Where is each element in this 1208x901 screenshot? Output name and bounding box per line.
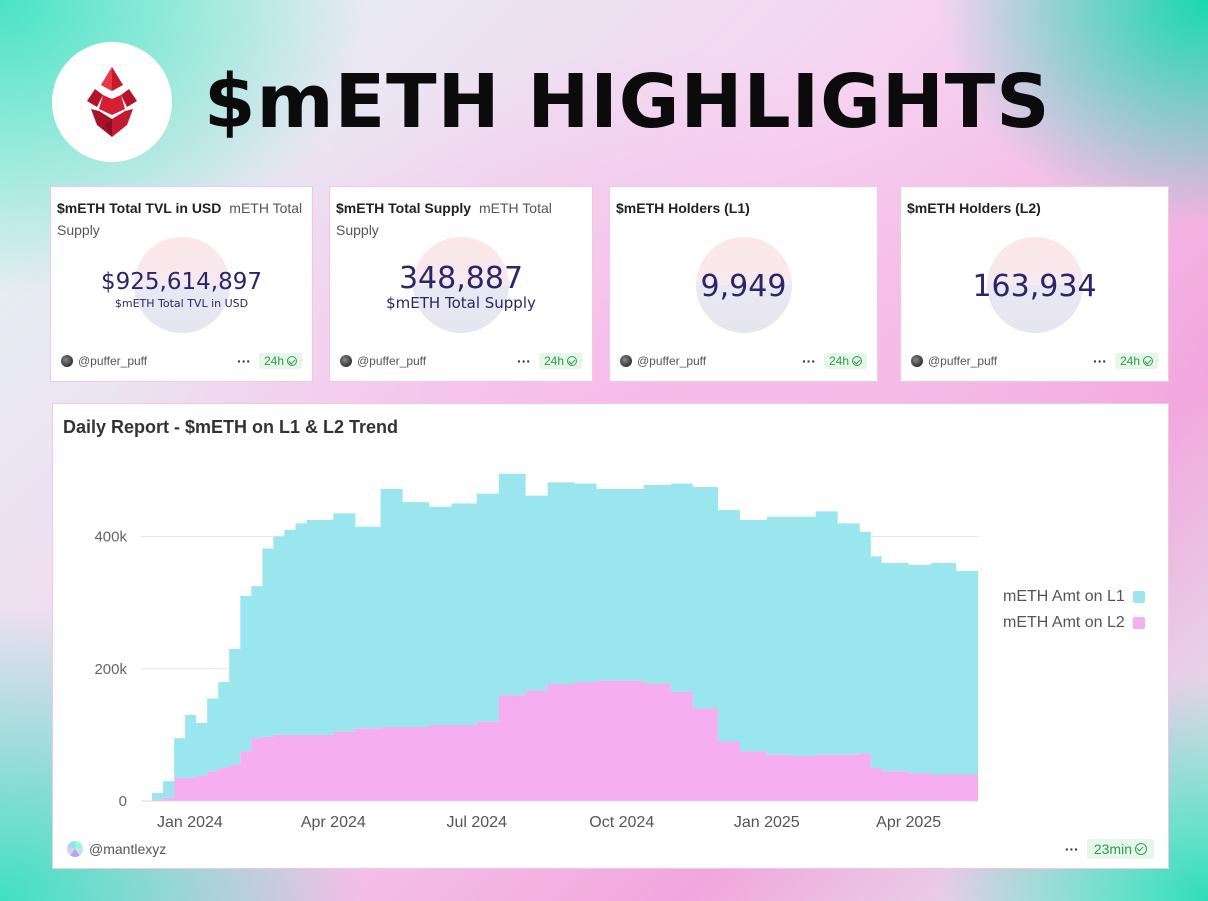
card-value: 9,949 xyxy=(700,269,787,304)
page-headline: $mETH HIGHLIGHTS xyxy=(204,59,1051,145)
card-disc xyxy=(133,237,230,333)
refresh-badge-label: 24h xyxy=(543,354,564,368)
refresh-badge: 24h xyxy=(258,353,302,369)
refresh-badge: 24h xyxy=(1114,353,1158,369)
stat-card-holders-l2: $mETH Holders (L2) 163,934 @puffer_puff … xyxy=(900,186,1169,382)
refresh-badge-label: 24h xyxy=(828,354,849,368)
refresh-badge: 24h xyxy=(538,353,582,369)
refresh-badge-label: 24h xyxy=(263,354,284,368)
x-tick-label: Apr 2025 xyxy=(876,814,941,831)
legend-item-l2[interactable]: mETH Amt on L2 xyxy=(1003,610,1145,636)
trend-chart-card: Daily Report - $mETH on L1 & L2 Trend 0 2… xyxy=(52,403,1169,869)
check-circle-icon xyxy=(287,356,297,366)
refresh-badge-label: 24h xyxy=(1119,354,1140,368)
chart-author[interactable]: @mantlexyz xyxy=(89,841,167,857)
more-options-icon[interactable]: ··· xyxy=(801,353,816,369)
legend-label-l1: mETH Amt on L1 xyxy=(1003,588,1125,605)
refresh-badge-label: 23min xyxy=(1093,841,1132,857)
y-tick-label: 0 xyxy=(119,793,127,810)
chart-title: Daily Report - $mETH on L1 & L2 Trend xyxy=(63,417,399,437)
card-title: $mETH Total TVL in USD mETH Total Supply xyxy=(57,197,306,241)
avatar xyxy=(911,355,923,367)
card-value: $925,614,897 xyxy=(101,269,262,295)
x-tick-label: Jul 2024 xyxy=(446,814,507,831)
chart-legend: mETH Amt on L1 mETH Amt on L2 xyxy=(1003,584,1145,636)
avatar xyxy=(620,355,632,367)
mantle-logo-icon xyxy=(67,841,83,857)
meth-logo xyxy=(52,42,172,162)
refresh-badge: 23min xyxy=(1086,839,1154,859)
card-footer: @puffer_puff ··· 24h xyxy=(911,351,1158,371)
stat-card-holders-l1: $mETH Holders (L1) 9,949 @puffer_puff ··… xyxy=(609,186,878,382)
legend-item-l1[interactable]: mETH Amt on L1 xyxy=(1003,584,1145,610)
refresh-badge: 24h xyxy=(823,353,867,369)
y-tick-label: 200k xyxy=(94,661,127,678)
card-footer: @puffer_puff ··· 24h xyxy=(340,351,582,371)
y-tick-label: 400k xyxy=(94,529,127,546)
more-options-icon[interactable]: ··· xyxy=(1092,353,1107,369)
card-disc xyxy=(986,237,1083,333)
card-title-sub: mETH Total Supply xyxy=(336,200,552,238)
card-title: $mETH Holders (L2) xyxy=(907,197,1162,219)
x-tick-label: Apr 2024 xyxy=(301,814,366,831)
card-value: 163,934 xyxy=(972,269,1097,304)
legend-swatch-l2 xyxy=(1132,617,1145,629)
more-options-icon[interactable]: ··· xyxy=(1064,841,1079,857)
card-disc xyxy=(695,237,792,333)
check-circle-icon xyxy=(1135,843,1147,855)
card-title-main: $mETH Holders (L2) xyxy=(907,200,1041,216)
card-author[interactable]: @puffer_puff xyxy=(357,354,427,368)
legend-label-l2: mETH Amt on L2 xyxy=(1003,614,1125,631)
card-author[interactable]: @puffer_puff xyxy=(928,354,998,368)
stat-card-supply: $mETH Total Supply mETH Total Supply 348… xyxy=(329,186,593,382)
avatar xyxy=(340,355,352,367)
series-area-l2 xyxy=(141,680,978,801)
card-footer: @puffer_puff ··· 24h xyxy=(61,351,302,371)
card-title-main: $mETH Total Supply xyxy=(336,200,472,216)
series-area-l1 xyxy=(141,473,978,801)
check-circle-icon xyxy=(567,356,577,366)
card-author[interactable]: @puffer_puff xyxy=(78,354,148,368)
avatar xyxy=(61,355,73,367)
x-tick-label: Oct 2024 xyxy=(589,814,654,831)
trend-chart: 0 200k 400k Jan 2024 Apr 2024 Jul 2024 Oct 202… xyxy=(94,473,978,831)
legend-swatch-l1 xyxy=(1132,591,1145,603)
check-circle-icon xyxy=(1143,356,1153,366)
card-title-sub: mETH Total Supply xyxy=(57,200,303,238)
more-options-icon[interactable]: ··· xyxy=(236,353,251,369)
x-tick-label: Jan 2025 xyxy=(734,814,800,831)
stat-card-tvl: $mETH Total TVL in USD mETH Total Supply… xyxy=(50,186,313,382)
card-footer: @puffer_puff ··· 24h xyxy=(620,351,867,371)
card-author[interactable]: @puffer_puff xyxy=(637,354,707,368)
x-tick-label: Jan 2024 xyxy=(157,814,223,831)
card-title: $mETH Total Supply mETH Total Supply xyxy=(336,197,586,241)
card-value: 348,887 xyxy=(398,261,524,296)
more-options-icon[interactable]: ··· xyxy=(516,353,531,369)
card-disc xyxy=(413,237,509,333)
check-circle-icon xyxy=(852,356,862,366)
card-value-label: $mETH Total Supply xyxy=(386,294,536,312)
card-value-label: $mETH Total TVL in USD xyxy=(114,297,249,310)
chart-footer: @mantlexyz ··· 23min xyxy=(67,838,1154,860)
card-title-main: $mETH Holders (L1) xyxy=(616,200,750,216)
card-title: $mETH Holders (L1) xyxy=(616,197,871,219)
meth-logo-icon xyxy=(87,67,137,137)
card-title-main: $mETH Total TVL in USD xyxy=(57,200,222,216)
